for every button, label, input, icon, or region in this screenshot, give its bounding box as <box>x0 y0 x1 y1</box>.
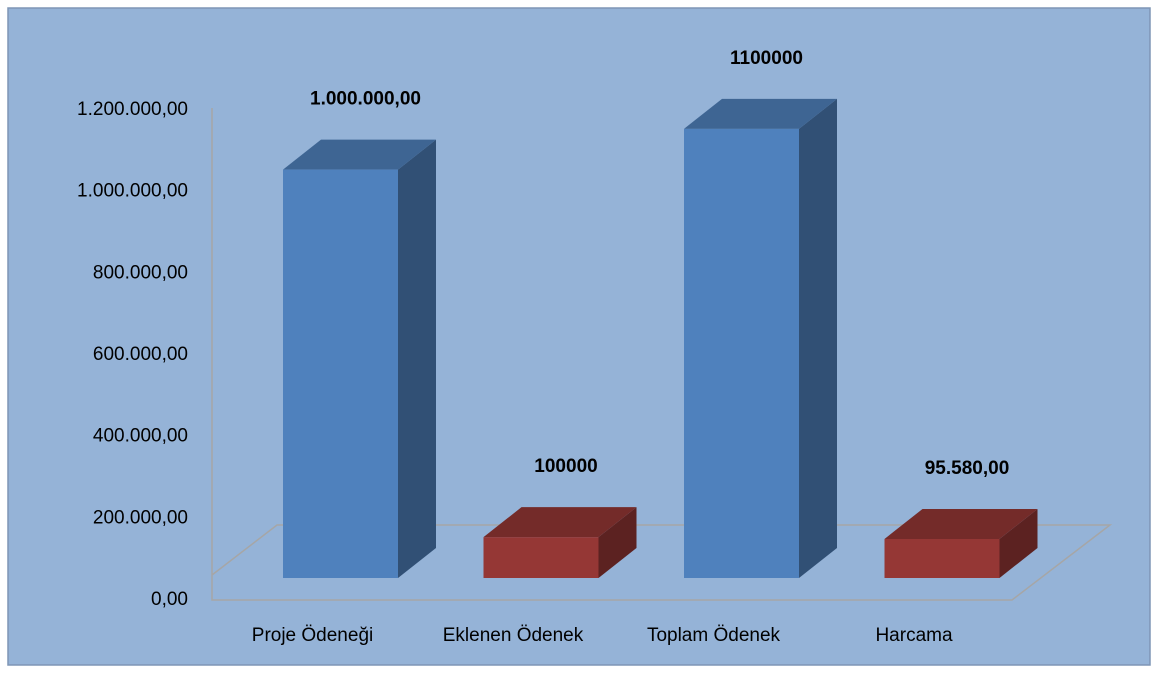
bar-top <box>684 98 837 129</box>
y-tick-label: 600.000,00 <box>93 344 188 365</box>
y-tick-label: 0,00 <box>151 589 188 610</box>
bar <box>283 139 436 578</box>
y-tick-label: 1.200.000,00 <box>77 99 188 120</box>
x-tick-label: Proje Ödeneği <box>252 625 373 646</box>
y-tick-label: 800.000,00 <box>93 262 188 283</box>
y-tick-label: 1.000.000,00 <box>77 181 188 202</box>
bar-top <box>884 508 1038 539</box>
value-label: 95.580,00 <box>925 458 1010 479</box>
bar-side <box>598 507 637 578</box>
bar-top <box>283 139 436 170</box>
bar-side <box>999 508 1038 578</box>
value-label: 1100000 <box>730 48 803 69</box>
bar-side <box>799 98 837 578</box>
bar <box>483 507 637 578</box>
axis-walls <box>211 108 1113 601</box>
bar-front <box>483 537 599 578</box>
y-tick-label: 200.000,00 <box>93 507 188 528</box>
x-tick-label: Eklenen Ödenek <box>443 625 584 646</box>
bar-front <box>283 169 398 578</box>
bar-top <box>483 507 637 538</box>
bar-front <box>884 538 1000 578</box>
x-tick-label: Harcama <box>875 625 953 646</box>
y-tick-label: 400.000,00 <box>93 426 188 447</box>
bar <box>684 98 837 579</box>
value-label: 100000 <box>534 456 597 477</box>
value-label: 1.000.000,00 <box>310 89 421 110</box>
bar-side <box>398 139 436 578</box>
x-tick-label: Toplam Ödenek <box>647 625 781 646</box>
bar <box>884 508 1038 578</box>
bar-front <box>684 128 799 579</box>
